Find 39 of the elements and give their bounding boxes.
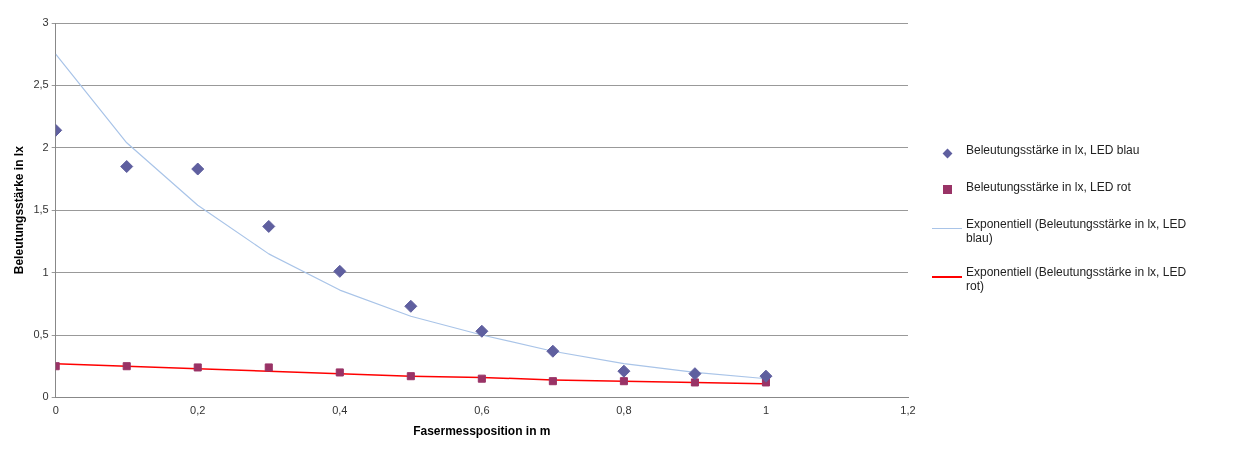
- point: [333, 264, 347, 278]
- x-axis-title: Fasermessposition in m: [413, 424, 551, 439]
- point: [193, 363, 202, 372]
- point: [619, 377, 628, 386]
- point: [546, 344, 560, 358]
- y-tick-label: 3: [42, 16, 49, 29]
- x-tick-label: 1: [762, 404, 770, 417]
- legend-label: Exponentiell (Beleutungsstärke in lx, LED blau): [966, 217, 1188, 245]
- y-tick-label: 2: [42, 140, 49, 153]
- point: [477, 374, 486, 383]
- x-tick-label: 0,6: [474, 404, 490, 417]
- point: [262, 219, 276, 233]
- point: [264, 363, 273, 372]
- y-axis-title: Beleutungsstärke in lx: [11, 145, 26, 275]
- point: [688, 367, 702, 381]
- point: [191, 162, 205, 176]
- y-tick-label: 1: [42, 265, 49, 278]
- y-tick-label: 2,5: [33, 78, 49, 91]
- x-tick-label: 0,8: [616, 404, 632, 417]
- point: [404, 299, 418, 313]
- point: [120, 160, 134, 174]
- x-tick-label: 0,2: [190, 404, 206, 417]
- y-tick-label: 0: [42, 390, 49, 403]
- point: [122, 362, 131, 371]
- point: [335, 368, 344, 377]
- legend-label: Exponentiell (Beleutungsstärke in lx, LED rot): [966, 265, 1188, 293]
- y-tick-label: 0,5: [33, 328, 49, 341]
- point: [759, 369, 773, 383]
- point: [690, 378, 699, 387]
- point: [475, 324, 489, 338]
- x-tick-label: 0,4: [332, 404, 348, 417]
- legend-label: Beleutungsstärke in lx, LED blau: [966, 143, 1141, 157]
- x-tick-label: 0: [52, 404, 59, 417]
- x-tick-label: 1,2: [900, 404, 916, 417]
- legend-label: Beleutungsstärke in lx, LED rot: [966, 180, 1132, 194]
- point: [406, 372, 415, 381]
- y-tick-label: 1,5: [33, 203, 49, 216]
- point: [617, 364, 631, 378]
- point: [548, 377, 557, 386]
